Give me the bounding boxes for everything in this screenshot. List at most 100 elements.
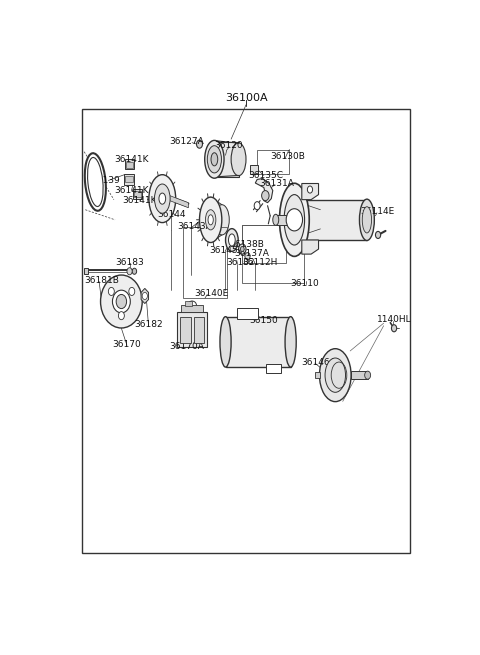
Ellipse shape xyxy=(215,205,229,235)
Text: 36170: 36170 xyxy=(112,340,141,349)
Text: 36127A: 36127A xyxy=(170,137,204,145)
Polygon shape xyxy=(126,162,133,168)
Polygon shape xyxy=(124,174,133,185)
Text: 36141K: 36141K xyxy=(122,196,157,205)
Text: 36141K: 36141K xyxy=(114,186,148,195)
Text: 1140HL: 1140HL xyxy=(377,315,412,324)
Polygon shape xyxy=(125,176,132,183)
Ellipse shape xyxy=(325,358,346,392)
Bar xyxy=(185,301,192,305)
Ellipse shape xyxy=(226,229,238,252)
Bar xyxy=(242,225,304,283)
Ellipse shape xyxy=(207,145,221,173)
Polygon shape xyxy=(302,183,319,200)
Text: 36131A: 36131A xyxy=(259,179,294,188)
Ellipse shape xyxy=(279,183,309,256)
Bar xyxy=(276,215,297,225)
Text: 36120: 36120 xyxy=(215,141,243,150)
Bar xyxy=(257,150,289,174)
Bar xyxy=(226,316,290,367)
Ellipse shape xyxy=(211,153,218,166)
Circle shape xyxy=(240,246,244,252)
Ellipse shape xyxy=(284,195,305,245)
Text: 36138B: 36138B xyxy=(229,240,264,248)
Polygon shape xyxy=(255,178,273,202)
Bar xyxy=(351,371,368,379)
Ellipse shape xyxy=(360,199,374,240)
Circle shape xyxy=(132,269,137,274)
Ellipse shape xyxy=(205,210,216,230)
Text: 36137A: 36137A xyxy=(234,249,269,257)
Ellipse shape xyxy=(149,175,176,223)
Text: 36143A: 36143A xyxy=(177,223,212,231)
Circle shape xyxy=(239,244,246,254)
Ellipse shape xyxy=(87,157,103,206)
Bar xyxy=(250,165,258,174)
Circle shape xyxy=(129,288,135,295)
Text: 36182: 36182 xyxy=(134,320,163,329)
Ellipse shape xyxy=(159,193,166,204)
Ellipse shape xyxy=(112,290,130,313)
Text: 36102: 36102 xyxy=(227,258,255,267)
Bar xyxy=(302,200,367,240)
Text: 36141K: 36141K xyxy=(114,155,148,164)
Ellipse shape xyxy=(100,275,142,328)
Circle shape xyxy=(142,292,147,299)
Bar xyxy=(266,364,281,373)
Text: 36112H: 36112H xyxy=(242,257,277,267)
Bar xyxy=(83,109,409,553)
Bar xyxy=(215,141,239,177)
Circle shape xyxy=(127,268,132,275)
Circle shape xyxy=(245,253,250,259)
Ellipse shape xyxy=(204,140,224,178)
Ellipse shape xyxy=(320,348,351,402)
Bar xyxy=(193,316,204,343)
Text: 36144: 36144 xyxy=(157,210,186,219)
Ellipse shape xyxy=(285,316,296,367)
Circle shape xyxy=(307,186,312,193)
Text: 36100A: 36100A xyxy=(225,93,267,103)
Circle shape xyxy=(375,231,381,238)
Polygon shape xyxy=(302,240,319,254)
Text: 36170A: 36170A xyxy=(170,343,204,352)
Text: 36135C: 36135C xyxy=(248,171,283,180)
Bar xyxy=(180,316,191,343)
Text: 36183: 36183 xyxy=(115,257,144,267)
Circle shape xyxy=(254,202,260,210)
Text: 36140E: 36140E xyxy=(194,289,228,298)
Ellipse shape xyxy=(228,234,235,246)
Bar xyxy=(237,308,258,319)
Polygon shape xyxy=(125,159,134,170)
Text: 36150: 36150 xyxy=(250,316,278,325)
Bar xyxy=(315,372,320,378)
Bar xyxy=(181,305,203,312)
Text: 36181B: 36181B xyxy=(84,276,119,285)
Text: 36114E: 36114E xyxy=(360,207,395,216)
Circle shape xyxy=(116,295,127,309)
Text: 36145: 36145 xyxy=(209,246,238,255)
Circle shape xyxy=(286,209,302,231)
Ellipse shape xyxy=(208,215,213,225)
Circle shape xyxy=(392,325,396,332)
Polygon shape xyxy=(141,288,148,303)
Polygon shape xyxy=(170,196,188,208)
Circle shape xyxy=(196,140,203,148)
Ellipse shape xyxy=(85,153,106,211)
Ellipse shape xyxy=(362,207,372,233)
Bar xyxy=(242,225,286,263)
Text: 36110: 36110 xyxy=(290,279,319,288)
Bar xyxy=(183,227,228,298)
Text: 36139: 36139 xyxy=(92,176,120,185)
Polygon shape xyxy=(133,191,141,196)
Ellipse shape xyxy=(200,197,222,242)
Ellipse shape xyxy=(231,143,246,176)
Polygon shape xyxy=(132,189,142,198)
Text: 36146A: 36146A xyxy=(301,358,336,367)
Circle shape xyxy=(119,312,124,320)
Polygon shape xyxy=(84,268,88,274)
Ellipse shape xyxy=(220,316,231,367)
Circle shape xyxy=(262,191,269,200)
Bar xyxy=(177,312,207,347)
Ellipse shape xyxy=(155,184,170,214)
Ellipse shape xyxy=(273,214,279,225)
